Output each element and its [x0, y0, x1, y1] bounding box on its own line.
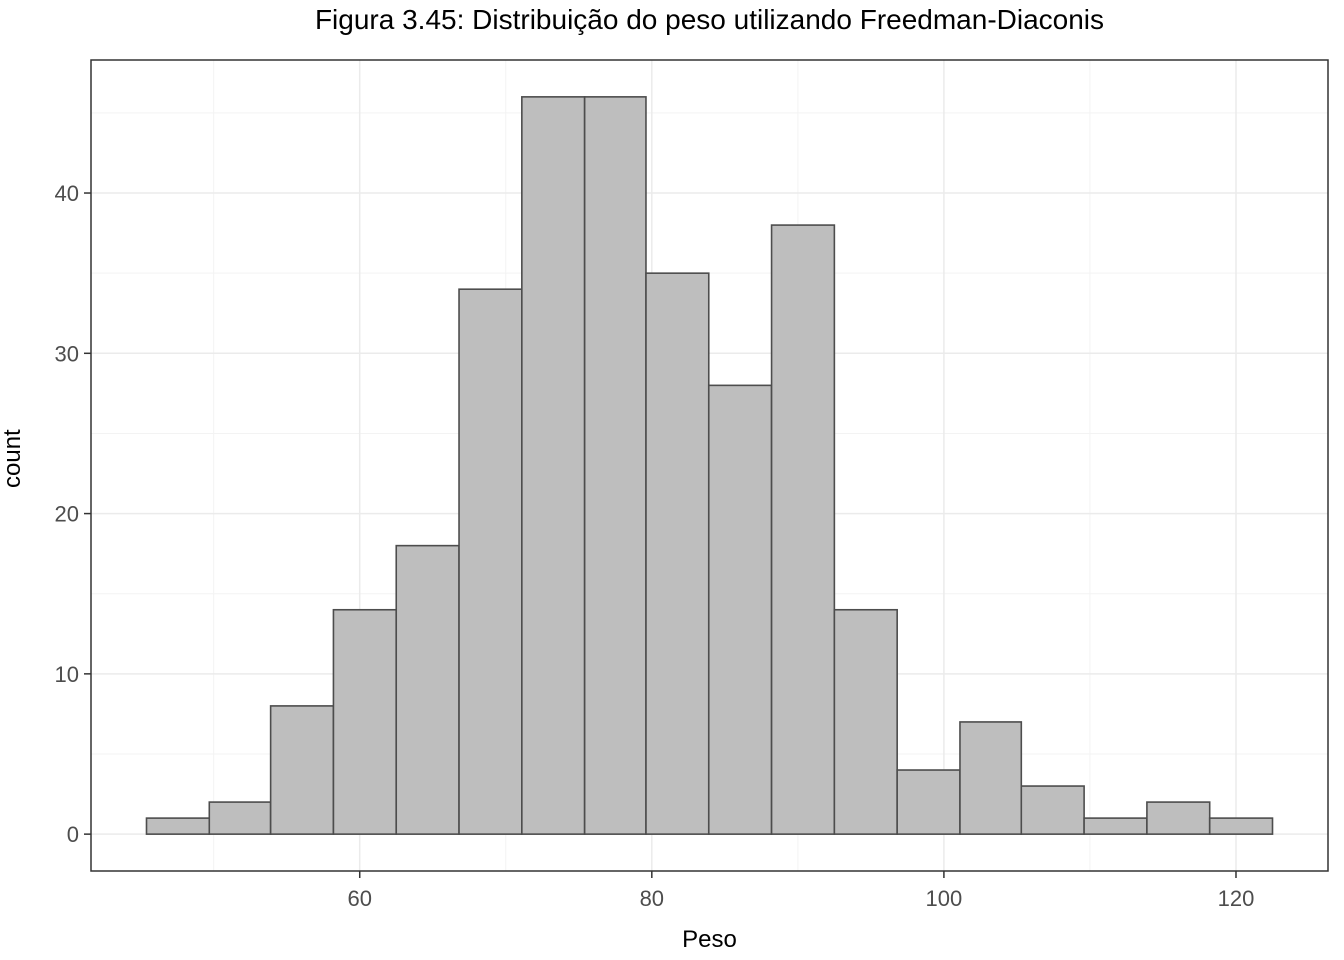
histogram-bar: [1083, 817, 1148, 835]
histogram-bar: [269, 705, 335, 835]
histogram-bar: [707, 384, 773, 835]
histogram-bar: [208, 801, 272, 835]
y-axis: 0 10 20 30 40: [55, 181, 91, 847]
y-tick-label: 0: [67, 822, 79, 847]
histogram-bar: [583, 96, 647, 835]
histogram-bar: [332, 608, 398, 835]
histogram-bar: [770, 224, 836, 835]
chart-title: Figura 3.45: Distribuição do peso utiliz…: [314, 4, 1105, 35]
histogram-bar: [458, 288, 523, 835]
x-axis: 60 80 100 120: [347, 871, 1254, 911]
histogram-bar: [1020, 785, 1085, 835]
histogram-bar: [395, 544, 460, 835]
x-tick-label: 100: [926, 886, 963, 911]
y-tick-label: 40: [55, 181, 79, 206]
x-tick-label: 80: [640, 886, 664, 911]
y-tick-label: 20: [55, 502, 79, 527]
histogram-bar: [896, 769, 961, 835]
histogram-bar: [833, 608, 898, 835]
histogram-bar: [145, 817, 211, 835]
y-tick-label: 30: [55, 341, 79, 366]
histogram-bar: [959, 721, 1023, 835]
histogram-bars: [145, 96, 1274, 835]
histogram-bar: [1146, 801, 1211, 835]
y-tick-label: 10: [55, 662, 79, 687]
histogram-bar: [1208, 817, 1274, 835]
histogram-bar: [521, 96, 586, 835]
y-axis-label: count: [0, 429, 26, 488]
histogram-bar: [645, 272, 710, 835]
x-axis-label: Peso: [682, 926, 737, 953]
x-tick-label: 120: [1218, 886, 1255, 911]
panel-border: [90, 59, 1329, 872]
x-tick-label: 60: [347, 886, 371, 911]
